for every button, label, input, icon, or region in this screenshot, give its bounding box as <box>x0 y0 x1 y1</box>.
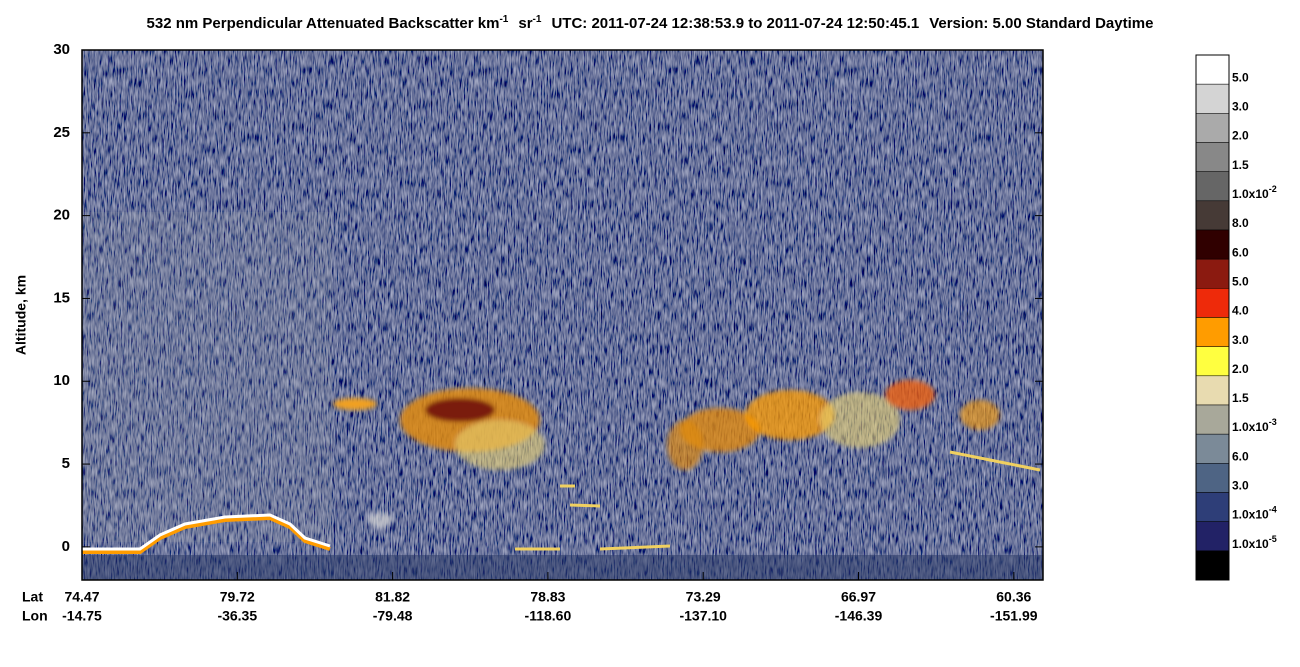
backscatter-image <box>81 49 1044 581</box>
colorbar-label: 1.0x10-5 <box>1232 534 1277 551</box>
lat-value: 79.72 <box>220 589 255 605</box>
lon-label: Lon <box>22 608 48 624</box>
colorbar-swatch <box>1195 229 1230 260</box>
colorbar-label: 3.0 <box>1232 479 1249 493</box>
colorbar-label: 3.0 <box>1232 333 1249 347</box>
colorbar-swatch <box>1195 142 1230 172</box>
colorbar-label: 3.0 <box>1232 100 1249 114</box>
colorbar-swatch <box>1195 550 1230 581</box>
colorbar-label: 5.0 <box>1232 275 1249 289</box>
title-part: sr-1 <box>518 14 542 32</box>
title-superscript: -1 <box>532 14 542 25</box>
colorbar-label: 2.0 <box>1232 129 1249 143</box>
colorbar-label: 1.0x10-4 <box>1232 505 1277 522</box>
lon-value: -79.48 <box>373 608 413 624</box>
chart-title: 532 nm Perpendicular Attenuated Backscat… <box>0 14 1300 32</box>
colorbar-label: 6.0 <box>1232 245 1249 259</box>
colorbar-swatch <box>1195 288 1230 318</box>
lat-value: 81.82 <box>375 589 410 605</box>
colorbar-swatch <box>1195 433 1230 464</box>
colorbar-label-exp: -5 <box>1269 534 1277 544</box>
y-tick-label: 15 <box>53 289 70 306</box>
title-part: UTC: 2011-07-24 12:38:53.9 to 2011-07-24… <box>551 15 919 32</box>
colorbar-swatch <box>1195 375 1230 406</box>
lat-value: 73.29 <box>686 589 721 605</box>
y-tick-label: 5 <box>62 455 70 472</box>
colorbar-label-base: 1.0x10 <box>1232 508 1269 522</box>
colorbar-swatch <box>1195 404 1230 435</box>
title-text: UTC: 2011-07-24 12:38:53.9 to 2011-07-24… <box>551 15 920 32</box>
y-tick-label: 0 <box>62 538 70 555</box>
y-tick-label: 30 <box>53 41 70 58</box>
lat-value: 78.83 <box>530 589 565 605</box>
lon-value: -151.99 <box>990 608 1038 624</box>
colorbar-label-base: 1.0x10 <box>1232 420 1269 434</box>
colorbar-label-exp: -4 <box>1269 505 1277 515</box>
y-axis-label: Altitude, km <box>13 275 29 355</box>
y-tick-label: 25 <box>53 124 70 141</box>
colorbar-label: 6.0 <box>1232 450 1249 464</box>
lon-value: -14.75 <box>62 608 102 624</box>
colorbar-label: 4.0 <box>1232 304 1249 318</box>
colorbar-swatch <box>1195 113 1230 143</box>
colorbar-swatch <box>1195 317 1230 347</box>
colorbar-swatch <box>1195 492 1230 522</box>
colorbar-label: 8.0 <box>1232 216 1249 230</box>
colorbar-swatch <box>1195 54 1230 85</box>
colorbar-label: 2.0 <box>1232 362 1249 376</box>
title-part: 532 nm Perpendicular Attenuated Backscat… <box>146 14 509 32</box>
colorbar-label-exp: -3 <box>1269 418 1277 428</box>
colorbar-swatch <box>1195 346 1230 377</box>
colorbar-label: 1.0x10-2 <box>1232 184 1277 201</box>
colorbar-swatch <box>1195 258 1230 289</box>
colorbar-swatch <box>1195 83 1230 114</box>
title-text: Version: 5.00 Standard Daytime <box>929 15 1154 32</box>
y-tick-label: 20 <box>53 207 70 224</box>
colorbar-label: 1.5 <box>1232 158 1249 172</box>
lat-value: 60.36 <box>996 589 1031 605</box>
lat-label: Lat <box>22 589 43 605</box>
lon-value: -137.10 <box>679 608 727 624</box>
colorbar-swatch <box>1195 200 1230 231</box>
lat-value: 66.97 <box>841 589 876 605</box>
colorbar-swatch <box>1195 463 1230 493</box>
colorbar-swatch <box>1195 171 1230 202</box>
title-text: 532 nm Perpendicular Attenuated Backscat… <box>146 15 500 32</box>
colorbar-swatch <box>1195 521 1230 552</box>
colorbar-label-base: 1.0x10 <box>1232 187 1269 201</box>
colorbar-frame <box>1195 54 1230 581</box>
colorbar-label-exp: -2 <box>1269 184 1277 194</box>
colorbar-label-base: 1.0x10 <box>1232 537 1269 551</box>
title-part: Version: 5.00 Standard Daytime <box>929 15 1153 32</box>
title-superscript: -1 <box>499 14 509 25</box>
lat-value: 74.47 <box>64 589 99 605</box>
colorbar-label: 1.0x10-3 <box>1232 418 1277 435</box>
y-tick-label: 10 <box>53 372 70 389</box>
colorbar-label: 1.5 <box>1232 391 1249 405</box>
colorbar-label: 5.0 <box>1232 70 1249 84</box>
title-text: sr <box>518 15 533 32</box>
lon-value: -118.60 <box>525 608 572 624</box>
lon-value: -146.39 <box>835 608 883 624</box>
lon-value: -36.35 <box>217 608 257 624</box>
